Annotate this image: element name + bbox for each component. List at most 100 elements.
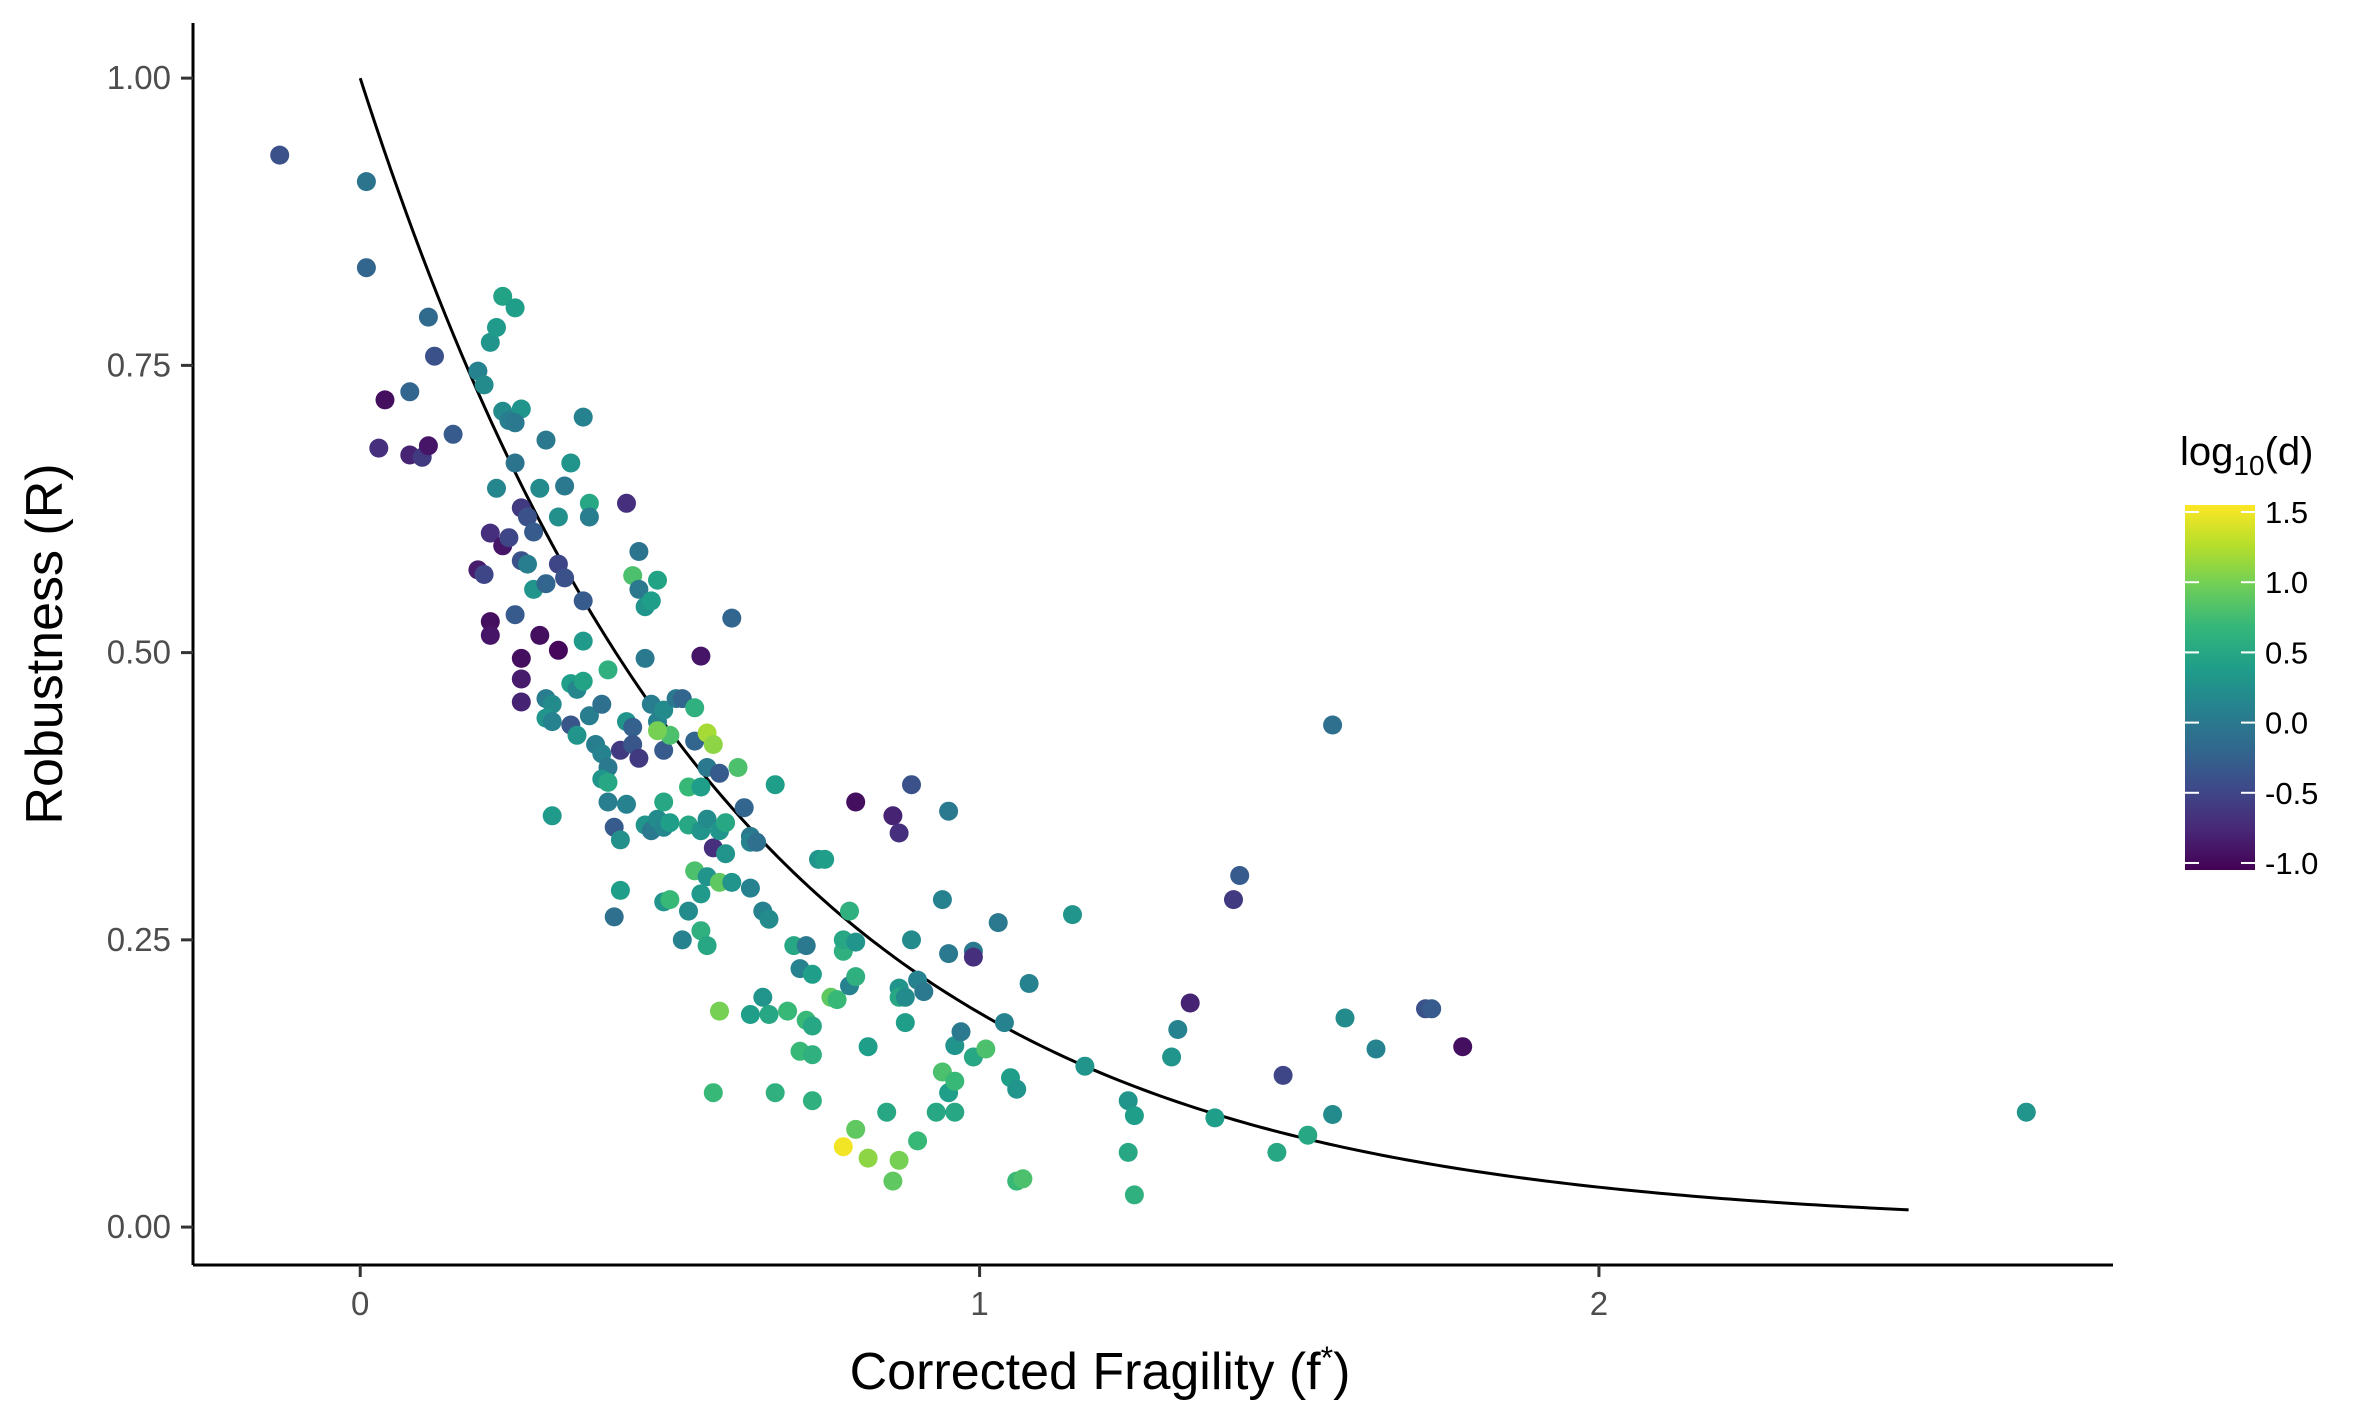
data-point [610, 880, 630, 900]
data-point [480, 332, 500, 352]
data-point [505, 453, 525, 473]
data-point [765, 1083, 785, 1103]
data-point [369, 438, 389, 458]
data-point [691, 646, 711, 666]
data-point [1366, 1039, 1386, 1059]
data-point [487, 318, 506, 337]
data-point [740, 1005, 760, 1024]
data-point [518, 554, 537, 574]
data-point [728, 758, 748, 777]
x-axis-title-main: Corrected Fragility (f [850, 1343, 1322, 1401]
data-point [524, 522, 544, 542]
data-point [356, 172, 376, 192]
data-point [356, 258, 376, 278]
data-point [1323, 1105, 1343, 1124]
data-point [833, 1137, 853, 1157]
data-point [939, 944, 959, 964]
data-point [592, 694, 612, 714]
data-point [499, 528, 519, 548]
data-point [846, 1119, 866, 1139]
data-point [994, 1013, 1014, 1033]
data-point [1422, 999, 1442, 1019]
data-point [1168, 1020, 1188, 1039]
y-tick-label: 1.00 [107, 59, 171, 96]
data-point [895, 987, 915, 1007]
data-point [710, 1001, 729, 1021]
data-point [939, 801, 959, 821]
data-point [883, 806, 903, 826]
data-point [1298, 1125, 1318, 1145]
data-point [505, 298, 525, 318]
x-axis-title-sup: * [1321, 1340, 1333, 1376]
data-point [480, 523, 500, 543]
data-point [542, 806, 562, 826]
legend-tick-label: -0.5 [2265, 776, 2318, 811]
legend-tick-label: 0.0 [2265, 706, 2308, 741]
data-point [1124, 1106, 1144, 1126]
color-legend: log10(d) 1.5 1.0 0.5 0.0 -0.5 -1.0 [2180, 430, 2318, 881]
data-point [945, 1071, 965, 1091]
data-point [1273, 1065, 1293, 1085]
data-point [846, 932, 866, 952]
data-point [914, 982, 934, 1002]
data-point [846, 967, 866, 987]
data-point [536, 430, 556, 450]
data-point [747, 832, 767, 852]
data-point [759, 1005, 779, 1024]
legend-tick-label: 1.0 [2265, 565, 2308, 600]
data-point [493, 286, 513, 306]
data-point [703, 1083, 723, 1103]
data-point [505, 413, 525, 433]
data-point [654, 740, 674, 760]
data-point [598, 772, 618, 792]
x-tick-label: 2 [1590, 1285, 1608, 1322]
data-point [561, 453, 581, 473]
data-point [703, 735, 723, 754]
data-point [511, 648, 531, 668]
data-point [722, 608, 742, 628]
data-point [480, 625, 500, 645]
y-axis-title: Robustness (R) [16, 463, 74, 824]
y-tick-label: 0.75 [107, 346, 171, 383]
legend-title-main: log [2180, 430, 2233, 474]
y-tick-label: 0.25 [107, 921, 171, 958]
data-point [1063, 905, 1082, 925]
legend-colorbar [2185, 505, 2255, 870]
data-point [672, 930, 692, 950]
x-axis-title: Corrected Fragility (f*) [850, 1340, 1351, 1401]
legend-ticks: 1.5 1.0 0.5 0.0 -0.5 -1.0 [2185, 495, 2318, 881]
data-point [802, 1045, 822, 1065]
data-point [270, 145, 290, 165]
data-point [889, 823, 909, 843]
data-point [858, 1148, 878, 1168]
legend-title-sub: 10 [2233, 450, 2264, 481]
data-point [691, 921, 711, 941]
data-point [716, 813, 736, 833]
data-point [697, 936, 717, 956]
data-point [598, 660, 618, 680]
data-point [1124, 1185, 1144, 1205]
data-point [802, 964, 822, 984]
data-point [660, 890, 680, 910]
data-point [573, 591, 593, 611]
data-point [759, 909, 779, 929]
data-point [902, 930, 921, 950]
data-point [579, 493, 599, 513]
data-point [660, 813, 680, 833]
data-point [815, 849, 835, 869]
data-point [542, 712, 562, 732]
data-point [648, 721, 667, 741]
data-point [753, 987, 773, 1007]
data-point [945, 1102, 965, 1122]
data-point [976, 1039, 996, 1059]
axis-ticks: 0 1 2 0.00 0.25 0.50 0.75 1.00 [107, 59, 1608, 1322]
data-point [1224, 890, 1243, 910]
data-point [740, 878, 760, 898]
data-point [610, 830, 630, 850]
data-point [765, 775, 785, 795]
data-point [908, 1131, 928, 1151]
data-point [1013, 1169, 1033, 1189]
data-point [598, 792, 618, 812]
data-point [418, 436, 438, 456]
